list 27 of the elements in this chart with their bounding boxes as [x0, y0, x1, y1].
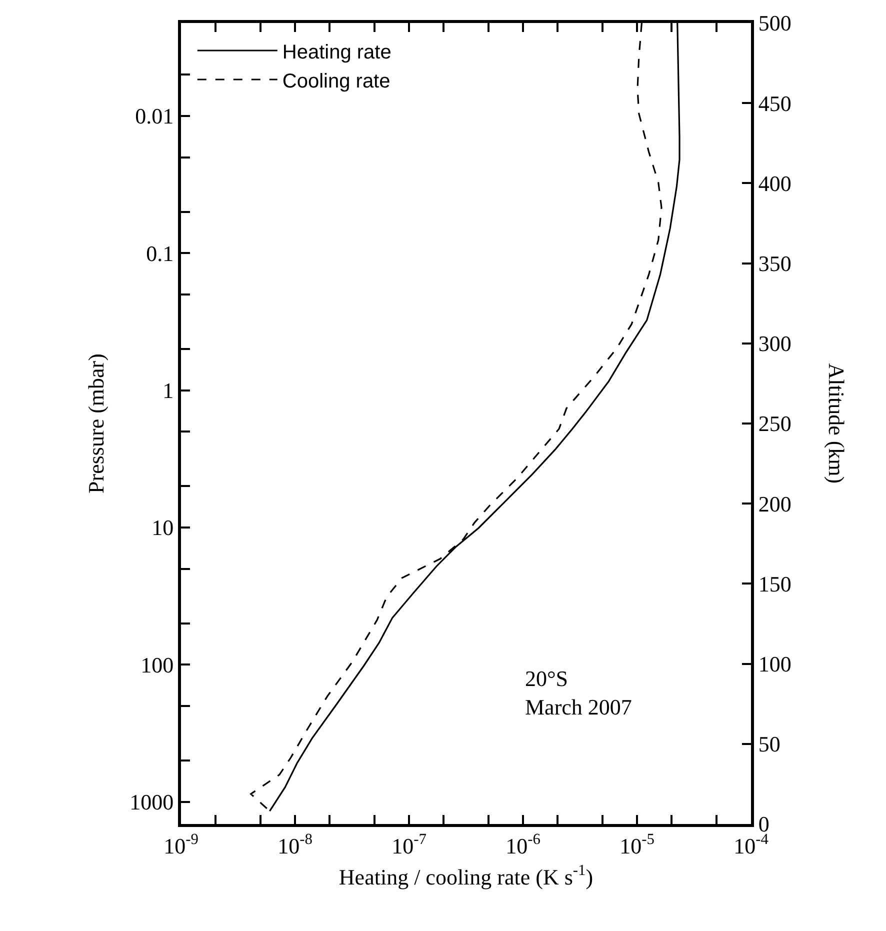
- annotation: 20°S March 2007: [525, 666, 632, 720]
- y-tick-label: 100: [140, 652, 174, 678]
- x-tick-label: 10$^{-8}$: [278, 831, 313, 858]
- x-tick-label: 10$^{-6}$: [506, 831, 541, 858]
- y-tick-label: 0.01: [135, 104, 174, 129]
- y2-tick-label: 500: [758, 10, 792, 36]
- y2-tick-label: 200: [758, 491, 792, 516]
- y2-tick-label: 300: [758, 331, 792, 356]
- y-axis-title: Pressure (mbar): [83, 354, 108, 494]
- y-tick-label: 1: [162, 378, 174, 404]
- x-axis-title: Heating / cooling rate (K s$^{-1}$): [338, 862, 594, 890]
- y2-tick-label: 250: [758, 411, 792, 436]
- y2-tick-label: 50: [758, 732, 780, 757]
- y2-tick-label: 400: [758, 170, 792, 196]
- y2-axis-title: Altitude (km): [824, 363, 849, 484]
- y-tick-label: 1000: [130, 790, 174, 815]
- y2-tick-label: 100: [758, 652, 792, 676]
- x-tick-label: 10$^{-9}$: [164, 831, 199, 858]
- y2-tick-label: 150: [758, 571, 792, 596]
- legend-label: Heating rate: [282, 41, 392, 64]
- y-tick-label: 0.1: [146, 240, 174, 266]
- x-tick-label: 10$^{-7}$: [392, 831, 427, 858]
- y2-tick-label: 450: [758, 90, 792, 116]
- legend-label: Cooling rate: [282, 70, 390, 92]
- y2-tick-label: 350: [758, 251, 792, 276]
- y-tick-label: 10: [152, 515, 174, 540]
- x-tick-label: 10$^{-5}$: [620, 831, 655, 858]
